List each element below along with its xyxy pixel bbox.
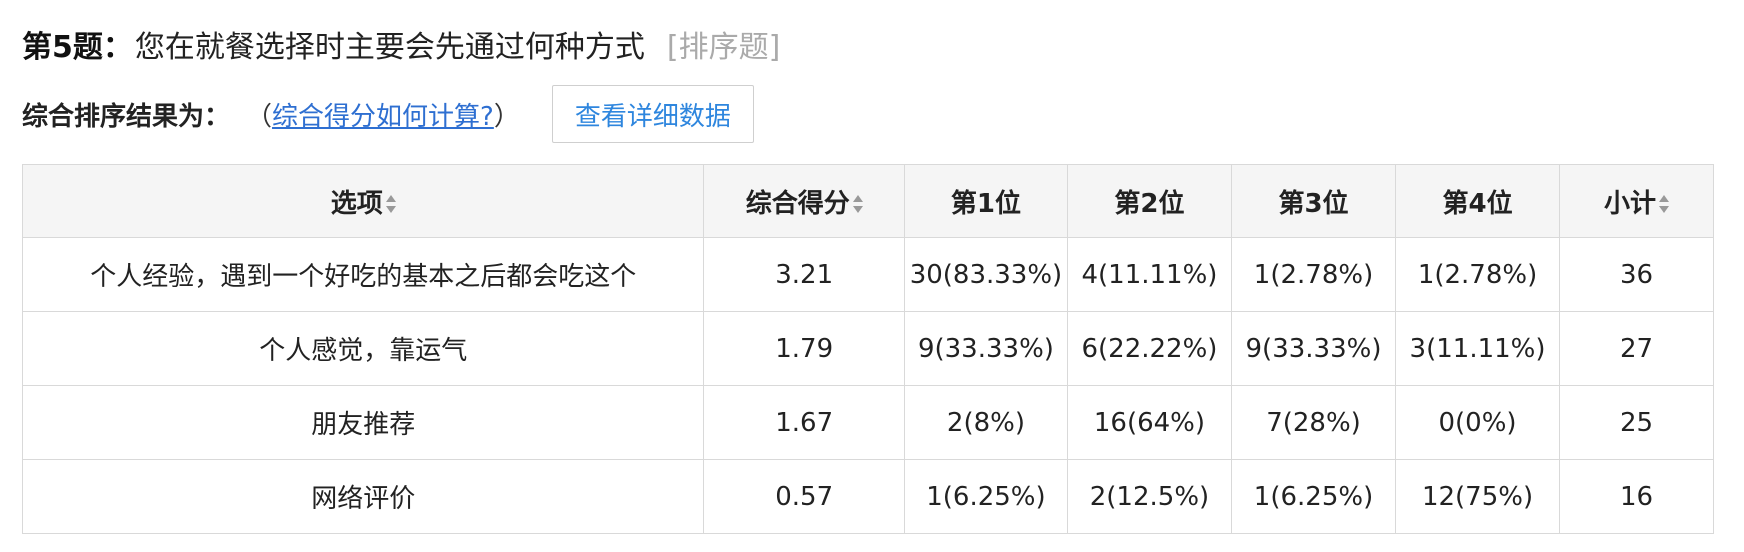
cell-option: 个人感觉，靠运气 bbox=[21, 311, 705, 386]
table-row: 个人经验，遇到一个好吃的基本之后都会吃这个 3.21 30(83.33%) 4(… bbox=[21, 237, 1714, 312]
cell-subtotal: 25 bbox=[1559, 385, 1714, 460]
cell-rank3: 7(28%) bbox=[1230, 385, 1397, 460]
cell-rank2: 4(11.11%) bbox=[1066, 237, 1232, 312]
cell-rank4: 12(75%) bbox=[1395, 459, 1561, 534]
header-rank4: 第4位 bbox=[1395, 164, 1561, 238]
ranking-results-table: 选项 综合得分 第1位 第2位 第3位 第4位 小计 个人经验，遇到一个好吃的基… bbox=[21, 164, 1714, 534]
table-header-row: 选项 综合得分 第1位 第2位 第3位 第4位 小计 bbox=[21, 164, 1714, 238]
cell-rank2: 6(22.22%) bbox=[1066, 311, 1232, 386]
cell-subtotal: 16 bbox=[1559, 459, 1714, 534]
cell-rank1: 1(6.25%) bbox=[903, 459, 1068, 534]
cell-score: 1.67 bbox=[703, 385, 905, 460]
paren-open: （ bbox=[246, 101, 273, 132]
question-text: 您在就餐选择时主要会先通过何种方式 bbox=[134, 30, 645, 65]
cell-rank2: 2(12.5%) bbox=[1066, 459, 1232, 534]
header-subtotal[interactable]: 小计 bbox=[1559, 164, 1714, 238]
cell-option: 网络评价 bbox=[21, 459, 705, 534]
paren-close: ） bbox=[493, 101, 520, 132]
cell-rank3: 1(6.25%) bbox=[1230, 459, 1397, 534]
cell-score: 3.21 bbox=[703, 237, 905, 312]
view-detail-data-button[interactable]: 查看详细数据 bbox=[551, 85, 754, 143]
cell-rank3: 9(33.33%) bbox=[1230, 311, 1397, 386]
question-colon: ： bbox=[102, 30, 133, 65]
table-row: 朋友推荐 1.67 2(8%) 16(64%) 7(28%) 0(0%) 25 bbox=[21, 385, 1714, 460]
cell-rank3: 1(2.78%) bbox=[1230, 237, 1397, 312]
cell-rank1: 9(33.33%) bbox=[903, 311, 1068, 386]
summary-label: 综合排序结果为： bbox=[22, 101, 231, 132]
cell-score: 0.57 bbox=[703, 459, 905, 534]
ranking-summary: 综合排序结果为： （综合得分如何计算?） 查看详细数据 bbox=[22, 84, 754, 144]
score-calculation-link[interactable]: 综合得分如何计算? bbox=[272, 101, 494, 132]
cell-rank1: 2(8%) bbox=[903, 385, 1068, 460]
sort-icon[interactable] bbox=[385, 193, 396, 215]
cell-subtotal: 27 bbox=[1559, 311, 1714, 386]
cell-subtotal: 36 bbox=[1559, 237, 1714, 312]
table-row: 个人感觉，靠运气 1.79 9(33.33%) 6(22.22%) 9(33.3… bbox=[21, 311, 1714, 386]
cell-option: 个人经验，遇到一个好吃的基本之后都会吃这个 bbox=[21, 237, 705, 312]
header-rank1: 第1位 bbox=[903, 164, 1068, 238]
cell-rank2: 16(64%) bbox=[1066, 385, 1232, 460]
cell-rank1: 30(83.33%) bbox=[903, 237, 1068, 312]
header-rank2: 第2位 bbox=[1066, 164, 1232, 238]
header-subtotal-label: 小计 bbox=[1604, 188, 1657, 219]
cell-rank4: 0(0%) bbox=[1395, 385, 1561, 460]
cell-rank4: 1(2.78%) bbox=[1395, 237, 1561, 312]
cell-score: 1.79 bbox=[703, 311, 905, 386]
cell-option: 朋友推荐 bbox=[21, 385, 705, 460]
question-type-label: [排序题] bbox=[666, 30, 781, 65]
header-score-label: 综合得分 bbox=[745, 188, 850, 219]
question-number: 第5题 bbox=[22, 30, 103, 65]
cell-rank4: 3(11.11%) bbox=[1395, 311, 1561, 386]
howto-wrapper: （综合得分如何计算?） bbox=[246, 96, 520, 133]
sort-icon[interactable] bbox=[852, 193, 863, 215]
header-option[interactable]: 选项 bbox=[21, 164, 705, 238]
sort-icon[interactable] bbox=[1659, 193, 1670, 215]
header-score[interactable]: 综合得分 bbox=[703, 164, 905, 238]
header-option-label: 选项 bbox=[330, 188, 383, 219]
header-rank3: 第3位 bbox=[1230, 164, 1397, 238]
question-title: 第5题：您在就餐选择时主要会先通过何种方式 [排序题] bbox=[22, 18, 780, 70]
table-row: 网络评价 0.57 1(6.25%) 2(12.5%) 1(6.25%) 12(… bbox=[21, 459, 1714, 534]
